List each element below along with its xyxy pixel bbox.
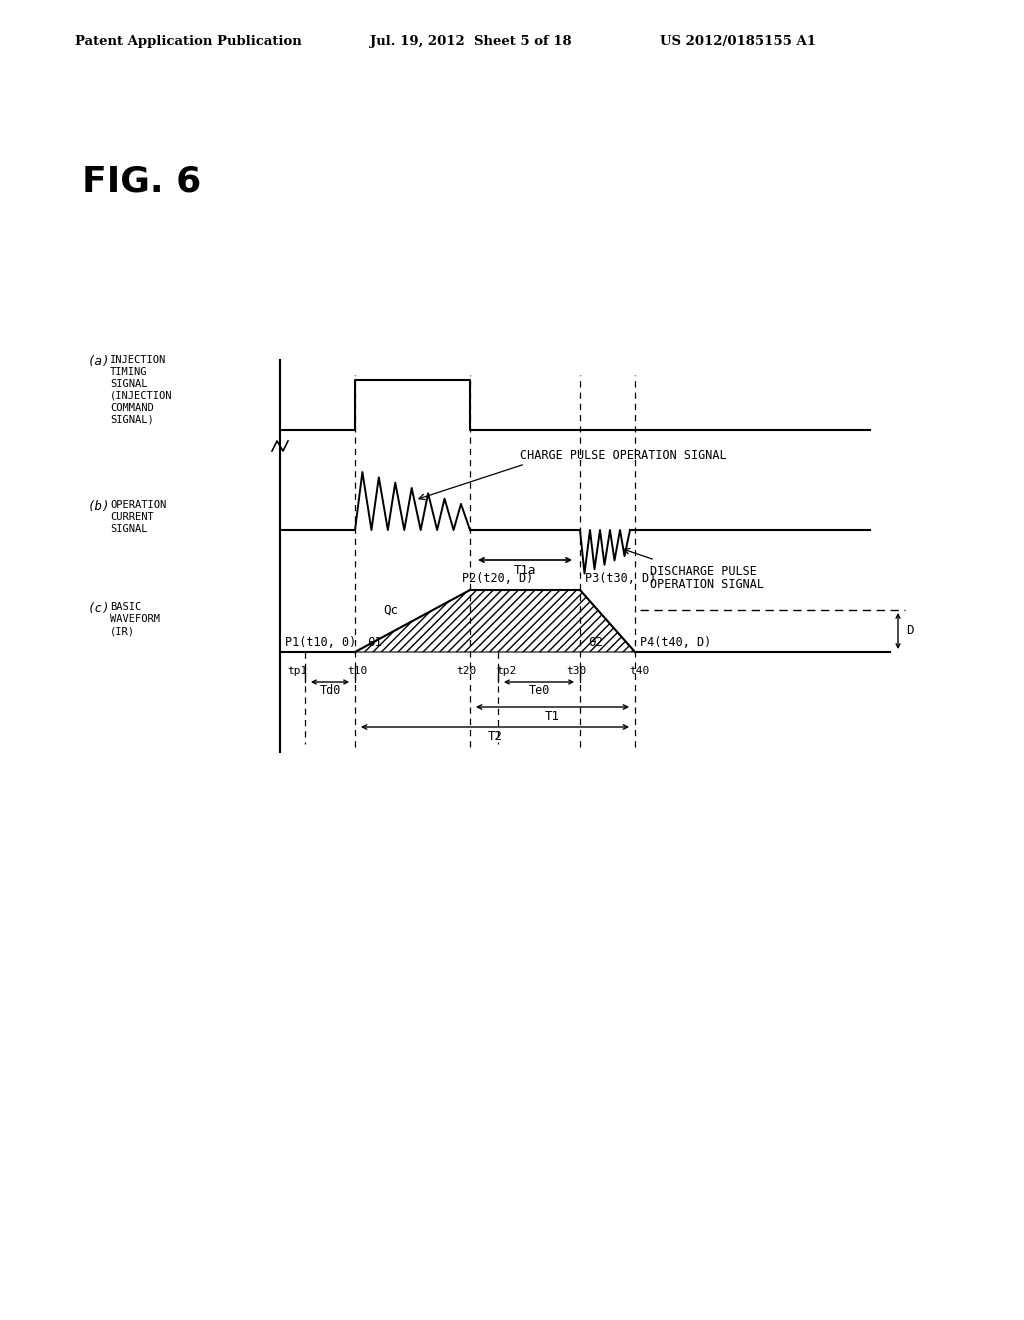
Text: OPERATION SIGNAL: OPERATION SIGNAL xyxy=(650,578,764,591)
Text: t40: t40 xyxy=(629,667,649,676)
Text: t20: t20 xyxy=(456,667,476,676)
Text: FIG. 6: FIG. 6 xyxy=(82,165,202,199)
Text: t10: t10 xyxy=(347,667,368,676)
Text: (b): (b) xyxy=(88,500,111,513)
Text: SIGNAL): SIGNAL) xyxy=(110,414,154,425)
Text: θ2: θ2 xyxy=(588,636,603,649)
Text: tp2: tp2 xyxy=(496,667,516,676)
Text: P2(t20, D): P2(t20, D) xyxy=(462,572,534,585)
Text: TIMING: TIMING xyxy=(110,367,147,378)
Text: COMMAND: COMMAND xyxy=(110,403,154,413)
Text: Patent Application Publication: Patent Application Publication xyxy=(75,36,302,48)
Text: t30: t30 xyxy=(566,667,586,676)
Text: P4(t40, D): P4(t40, D) xyxy=(640,636,712,649)
Text: D: D xyxy=(906,624,913,638)
Text: P1(t10, 0): P1(t10, 0) xyxy=(285,636,356,649)
Text: OPERATION: OPERATION xyxy=(110,500,166,510)
Text: Qc: Qc xyxy=(383,603,398,616)
Text: T1: T1 xyxy=(545,710,560,723)
Text: (INJECTION: (INJECTION xyxy=(110,391,172,401)
Text: θ1: θ1 xyxy=(367,636,382,649)
Text: WAVEFORM: WAVEFORM xyxy=(110,614,160,624)
Text: (IR): (IR) xyxy=(110,626,135,636)
Text: T2: T2 xyxy=(487,730,503,743)
Text: CHARGE PULSE OPERATION SIGNAL: CHARGE PULSE OPERATION SIGNAL xyxy=(520,449,727,462)
Text: tp1: tp1 xyxy=(287,667,307,676)
Text: DISCHARGE PULSE: DISCHARGE PULSE xyxy=(650,565,757,578)
Text: US 2012/0185155 A1: US 2012/0185155 A1 xyxy=(660,36,816,48)
Text: Te0: Te0 xyxy=(528,684,550,697)
Text: SIGNAL: SIGNAL xyxy=(110,379,147,389)
Text: CURRENT: CURRENT xyxy=(110,512,154,521)
Text: (c): (c) xyxy=(88,602,111,615)
Text: BASIC: BASIC xyxy=(110,602,141,612)
Text: INJECTION: INJECTION xyxy=(110,355,166,366)
Text: Td0: Td0 xyxy=(319,684,341,697)
Text: Jul. 19, 2012  Sheet 5 of 18: Jul. 19, 2012 Sheet 5 of 18 xyxy=(370,36,571,48)
Text: (a): (a) xyxy=(88,355,111,368)
Text: P3(t30, D): P3(t30, D) xyxy=(585,572,656,585)
Text: T1a: T1a xyxy=(514,564,537,577)
Text: SIGNAL: SIGNAL xyxy=(110,524,147,535)
